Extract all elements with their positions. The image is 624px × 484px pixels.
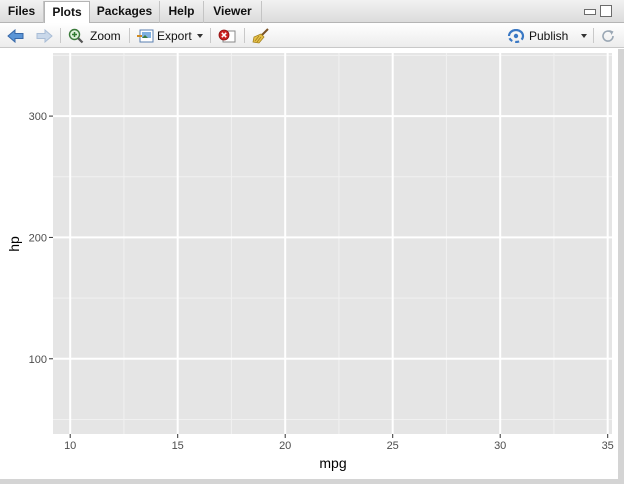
x-tick-label: 20 [279, 440, 291, 452]
tab-packages-label: Packages [96, 4, 153, 18]
toolbar-separator [244, 28, 245, 43]
axes: 10 15 20 25 30 35 100 200 300 [29, 111, 614, 452]
y-tick-label: 200 [29, 232, 47, 244]
back-arrow-icon [7, 28, 24, 43]
y-tick-label: 100 [29, 354, 47, 366]
x-tick-label: 25 [387, 440, 399, 452]
minimize-pane-icon[interactable] [584, 9, 596, 15]
pane-right-border [618, 49, 624, 479]
major-gridlines [53, 53, 612, 434]
export-button[interactable]: Export [137, 23, 203, 48]
tab-files-label: Files [7, 4, 36, 18]
broom-icon [252, 27, 269, 43]
plot-viewport: 10 15 20 25 30 35 100 200 300 mpg hp [0, 49, 618, 479]
tab-help-label: Help [168, 4, 195, 18]
remove-plot-icon [218, 29, 236, 42]
toolbar-separator [593, 28, 594, 43]
pane-tab-bar: Files Plots Packages Help Viewer [0, 0, 624, 24]
tab-plots[interactable]: Plots [44, 1, 90, 24]
toolbar-separator [210, 28, 211, 43]
zoom-button[interactable]: Zoom [68, 23, 121, 48]
tab-files[interactable]: Files [0, 1, 44, 23]
plots-toolbar: Zoom Export Publish [0, 23, 624, 48]
scatter-plot: 10 15 20 25 30 35 100 200 300 mpg hp [6, 53, 614, 471]
publish-dropdown-caret-icon [581, 33, 588, 38]
toolbar-separator [60, 28, 61, 43]
tab-packages[interactable]: Packages [90, 1, 160, 23]
export-dropdown-caret-icon [196, 33, 203, 38]
zoom-magnifier-icon [68, 28, 84, 43]
export-image-icon [137, 29, 154, 42]
publish-icon [507, 28, 525, 43]
publish-button[interactable]: Publish [507, 23, 588, 48]
forward-arrow-icon [36, 28, 53, 43]
refresh-button[interactable] [600, 23, 616, 48]
tab-viewer-label: Viewer [213, 4, 252, 18]
tab-viewer[interactable]: Viewer [204, 1, 262, 23]
x-axis-title: mpg [319, 455, 346, 471]
toolbar-separator [129, 28, 130, 43]
x-tick-label: 10 [64, 440, 76, 452]
x-tick-label: 15 [172, 440, 184, 452]
clear-all-plots-button[interactable] [252, 23, 270, 48]
y-axis-title: hp [6, 236, 22, 252]
tab-plots-label: Plots [52, 5, 82, 19]
x-tick-label: 35 [602, 440, 614, 452]
plot-panel [53, 53, 612, 434]
zoom-label: Zoom [90, 28, 121, 43]
tab-help[interactable]: Help [160, 1, 204, 23]
remove-plot-button[interactable] [218, 23, 236, 48]
publish-label: Publish [529, 28, 569, 43]
y-tick-label: 300 [29, 111, 47, 123]
x-tick-label: 30 [494, 440, 506, 452]
pane-bottom-border [0, 479, 624, 484]
maximize-pane-icon[interactable] [600, 5, 612, 17]
export-label: Export [157, 28, 192, 43]
back-button[interactable] [7, 23, 25, 48]
forward-button[interactable] [35, 23, 53, 48]
refresh-icon [602, 29, 614, 42]
